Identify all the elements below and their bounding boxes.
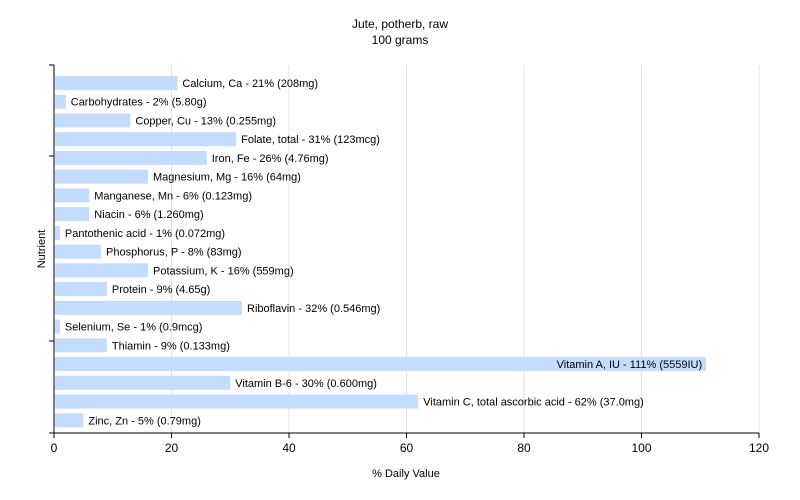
bar-label: Magnesium, Mg - 16% (64mg) xyxy=(153,172,301,184)
bar-label: Zinc, Zn - 5% (0.79mg) xyxy=(88,415,200,427)
bar-label: Phosphorus, P - 8% (83mg) xyxy=(106,247,242,259)
x-tick-label: 100 xyxy=(631,441,651,455)
x-axis-title: % Daily Value xyxy=(372,468,440,480)
chart-title-text: Jute, potherb, raw xyxy=(351,17,449,31)
gridlines xyxy=(171,65,760,433)
bar-label: Iron, Fe - 26% (4.76mg) xyxy=(212,153,329,165)
bars: Calcium, Ca - 21% (208mg) Carbohydrates -… xyxy=(55,76,707,428)
bar xyxy=(55,319,60,334)
x-tick-label: 80 xyxy=(517,441,531,455)
bar-label: Thiamin - 9% (0.133mg) xyxy=(112,340,230,352)
x-tick-label: 40 xyxy=(282,441,296,455)
bar-label: Copper, Cu - 13% (0.255mg) xyxy=(135,115,276,127)
chart-subtitle: 100 grams xyxy=(371,33,429,47)
bar-label: Vitamin C, total ascorbic acid - 62% (37… xyxy=(423,397,644,409)
bar-label: Vitamin A, IU - 111% (5559IU) xyxy=(557,359,703,371)
x-tick-label: 20 xyxy=(165,441,179,455)
bar-label: Selenium, Se - 1% (0.9mcg) xyxy=(65,322,203,334)
bar xyxy=(55,169,148,184)
bar xyxy=(55,338,107,353)
bar xyxy=(55,282,107,297)
bar xyxy=(55,94,66,109)
bar-label: Carbohydrates - 2% (5.80g) xyxy=(71,97,207,109)
bar-label: Vitamin B-6 - 30% (0.600mg) xyxy=(235,378,377,390)
x-tick-label: 60 xyxy=(400,441,414,455)
bar-label: Manganese, Mn - 6% (0.123mg) xyxy=(94,190,252,202)
bar xyxy=(55,394,419,409)
bar-label: Protein - 9% (4.65g) xyxy=(112,284,210,296)
bar-label: Calcium, Ca - 21% (208mg) xyxy=(182,78,318,90)
bar-label: Pantothenic acid - 1% (0.072mg) xyxy=(65,228,225,240)
bar xyxy=(55,413,84,428)
bar xyxy=(55,207,90,222)
bar xyxy=(55,132,237,147)
bar xyxy=(55,263,148,278)
bar xyxy=(55,300,242,315)
bar-label: Folate, total - 31% (123mcg) xyxy=(241,134,380,146)
x-tick-label: 0 xyxy=(51,441,58,455)
bar xyxy=(55,150,207,165)
bar xyxy=(55,244,101,259)
bar xyxy=(55,76,178,90)
chart-title: Jute, potherb, raw 100 grams xyxy=(0,16,800,48)
bar-label: Niacin - 6% (1.260mg) xyxy=(94,209,203,221)
bar-label: Potassium, K - 16% (559mg) xyxy=(153,265,294,277)
bar xyxy=(55,113,131,128)
bar-label: Riboflavin - 32% (0.546mg) xyxy=(247,303,380,315)
bar xyxy=(55,357,707,372)
x-ticks: 0 20 40 60 80 100 120 xyxy=(51,433,769,455)
bar xyxy=(55,188,90,203)
x-tick-label: 120 xyxy=(749,441,769,455)
bar xyxy=(55,375,231,390)
bar xyxy=(55,225,60,240)
y-axis-title: Nutrient xyxy=(36,230,48,269)
